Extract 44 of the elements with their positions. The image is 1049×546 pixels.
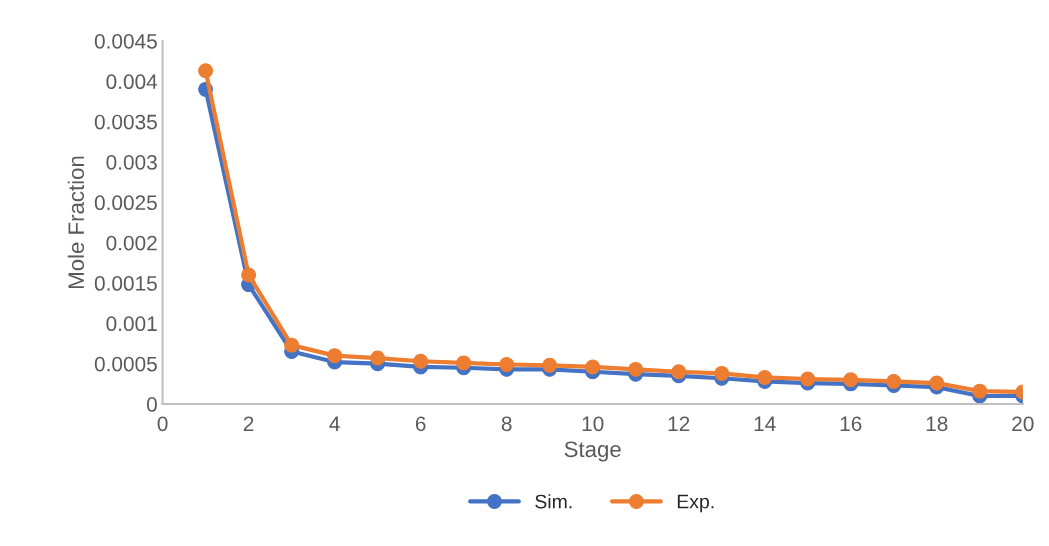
legend-label: Exp.	[677, 494, 714, 513]
point	[499, 357, 515, 372]
point	[413, 353, 429, 369]
y-tick-label: 0.0045	[94, 33, 157, 49]
point	[241, 267, 257, 283]
point	[714, 365, 730, 381]
x-tick-label: 14	[754, 416, 776, 431]
x-tick-label: 18	[926, 416, 948, 432]
y-tick-label: 0.001	[106, 316, 157, 332]
point	[972, 383, 988, 399]
x-tick-label: 20	[1012, 416, 1034, 432]
point	[800, 371, 816, 387]
point	[456, 355, 472, 371]
point	[370, 350, 386, 366]
point	[198, 63, 214, 79]
y-axis-title: Mole Fraction	[67, 156, 85, 288]
point	[929, 375, 945, 391]
x-tick-label: 0	[157, 416, 168, 432]
y-tick-label: 0.004	[106, 74, 158, 90]
point	[628, 361, 644, 377]
point	[585, 359, 601, 375]
y-tick-label: 0.003	[106, 154, 157, 170]
y-tick-label: 0.0025	[94, 195, 157, 211]
x-tick-label: 8	[501, 416, 512, 432]
y-tick-label: 0	[146, 397, 157, 412]
x-tick-label: 12	[668, 416, 690, 431]
point	[843, 372, 859, 388]
point	[284, 337, 300, 353]
x-tick-label: 16	[840, 416, 862, 432]
point	[757, 369, 773, 385]
x-tick-label: 6	[415, 416, 426, 432]
x-tick-label: 4	[329, 416, 340, 431]
legend-label: Sim.	[535, 494, 572, 509]
x-tick-label: 2	[243, 416, 254, 431]
y-tick-label: 0.002	[106, 235, 157, 251]
y-tick-label: 0.0035	[94, 114, 157, 130]
point	[886, 373, 902, 389]
x-tick-label: 10	[582, 416, 604, 432]
point	[327, 348, 343, 364]
point	[542, 357, 558, 373]
y-tick-label: 0.0015	[94, 276, 157, 291]
y-tick-label: 0.0005	[94, 356, 157, 372]
point	[671, 364, 687, 380]
x-axis-title: Stage	[564, 441, 621, 462]
